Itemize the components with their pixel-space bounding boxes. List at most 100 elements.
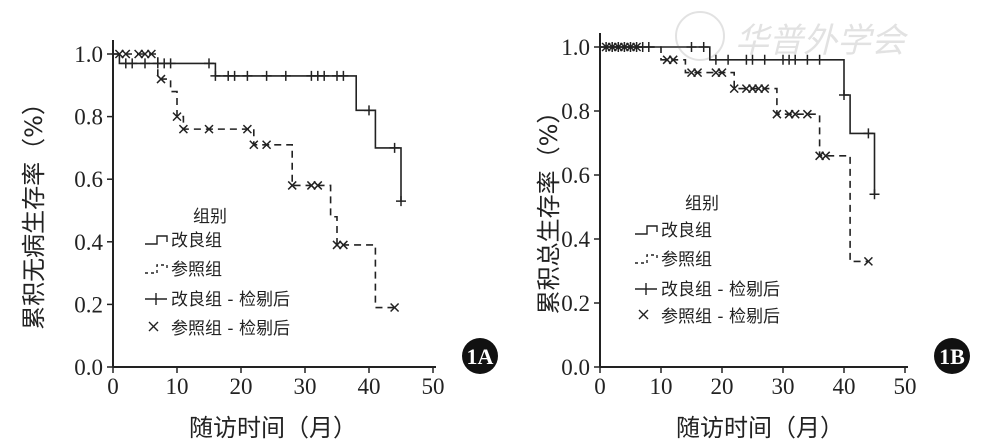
censor-mark-plus: [747, 54, 758, 65]
y-tick-label: 0.2: [74, 292, 103, 317]
censor-mark-x: [332, 240, 342, 250]
censor-mark-x: [390, 302, 400, 313]
y-tick-label: 0.8: [561, 99, 590, 124]
legend-plus-icon: [635, 283, 657, 295]
censor-mark-plus: [319, 70, 330, 81]
censor-mark-x: [729, 84, 739, 94]
censor-mark-x: [790, 109, 800, 119]
x-tick-label: 50: [422, 374, 445, 399]
x-tick-label: 20: [711, 374, 734, 399]
watermark: 华普外学会: [675, 11, 909, 61]
censor-mark-x: [821, 151, 831, 161]
survival-curve-improved: [600, 46, 876, 195]
y-tick-label: 0.0: [74, 355, 103, 380]
legend-entry: 参照组: [171, 260, 222, 280]
legend-dashed-line-icon: [145, 264, 168, 274]
legend-solid-line-icon: [635, 225, 658, 235]
y-tick-label: 0.0: [561, 355, 590, 380]
censor-mark-x: [249, 140, 259, 150]
censor-mark-x: [140, 49, 150, 59]
censor-mark-x: [632, 42, 642, 52]
censor-mark-x: [204, 124, 214, 134]
y-tick-label: 0.6: [74, 167, 103, 192]
legend-title: 组别: [685, 194, 719, 214]
x-tick-label: 30: [772, 374, 795, 399]
censor-mark-plus: [802, 54, 813, 65]
censor-mark-plus: [869, 189, 880, 200]
y-tick-label: 0.4: [561, 227, 590, 252]
censor-mark-x: [313, 180, 323, 190]
legend-plus-icon: [145, 293, 167, 305]
x-tick-label: 40: [833, 374, 856, 399]
y-axis-label: 累积总生存率（%）: [535, 100, 563, 315]
censor-mark-plus: [280, 70, 291, 81]
y-tick-label: 1.0: [74, 42, 103, 67]
censor-mark-plus: [698, 42, 709, 52]
censor-mark-plus: [839, 90, 849, 100]
x-axis-label: 随访时间（月）: [676, 414, 844, 442]
y-tick-label: 0.2: [561, 291, 590, 316]
legend-entry: 改良组 - 检剔后: [171, 290, 290, 310]
panel-label: 1B: [939, 344, 965, 369]
censor-mark-plus: [140, 58, 150, 69]
censor-mark-plus: [364, 105, 374, 116]
censor-mark-x: [114, 49, 124, 59]
censor-mark-x: [242, 124, 252, 134]
legend-entry: 参照组: [661, 250, 712, 270]
censor-mark-x: [338, 240, 348, 250]
legend-entry: 改良组 - 检剔后: [661, 280, 780, 300]
censor-mark-plus: [863, 128, 874, 139]
censor-mark-x: [262, 140, 272, 150]
censor-mark-plus: [759, 54, 770, 65]
survival-curve-reference: [113, 53, 395, 309]
y-axis-label: 累积无病生存率（%）: [20, 91, 48, 330]
censor-mark-plus: [710, 54, 721, 65]
survival-curve-reference: [600, 46, 869, 263]
legend-entry: 改良组: [661, 221, 712, 241]
censor-mark-x: [772, 109, 782, 119]
x-tick-label: 10: [650, 374, 673, 399]
legend-x-icon: [148, 321, 159, 332]
x-tick-label: 50: [894, 374, 917, 399]
censor-mark-x: [306, 180, 316, 190]
x-tick-label: 20: [230, 374, 253, 399]
panel-badge: [462, 338, 498, 374]
x-tick-label: 40: [358, 374, 381, 399]
panel-label: 1A: [467, 344, 494, 369]
x-tick-label: 0: [107, 374, 119, 399]
censor-mark-x: [287, 180, 297, 190]
y-tick-label: 1.0: [561, 35, 590, 60]
censor-mark-plus: [261, 70, 272, 81]
watermark-text: 华普外学会: [735, 21, 909, 61]
legend-entry: 改良组: [171, 231, 222, 251]
censor-mark-x: [134, 49, 144, 59]
censor-mark-plus: [389, 142, 400, 153]
censor-mark-plus: [210, 70, 221, 81]
censor-mark-plus: [165, 58, 176, 69]
censor-mark-x: [121, 49, 131, 59]
censor-mark-x: [693, 68, 703, 78]
censor-mark-plus: [204, 58, 214, 69]
legend-dashed-line-icon: [635, 254, 658, 264]
legend-entry: 参照组 - 检剔后: [661, 307, 780, 327]
censor-mark-plus: [229, 70, 240, 81]
panel-badge: [934, 338, 970, 374]
censor-mark-x: [172, 112, 182, 122]
censor-mark-x: [802, 109, 812, 119]
censor-mark-plus: [723, 54, 734, 65]
legend-x-icon: [638, 309, 649, 320]
survival-curve-improved: [113, 53, 402, 202]
legend-entry: 参照组 - 检剔后: [171, 319, 290, 339]
x-tick-label: 10: [166, 374, 189, 399]
y-tick-label: 0.6: [561, 163, 590, 188]
legend-solid-line-icon: [145, 235, 168, 245]
y-tick-label: 0.4: [74, 230, 103, 255]
censor-mark-x: [863, 256, 873, 266]
censor-mark-plus: [242, 70, 253, 81]
y-tick-label: 0.8: [74, 105, 103, 130]
chart-1B: 0 10 20 30 40 50 0.0 0.2 0.4 0.6 0.8 1.0 随访时间（月） 累积总生…: [535, 33, 970, 442]
